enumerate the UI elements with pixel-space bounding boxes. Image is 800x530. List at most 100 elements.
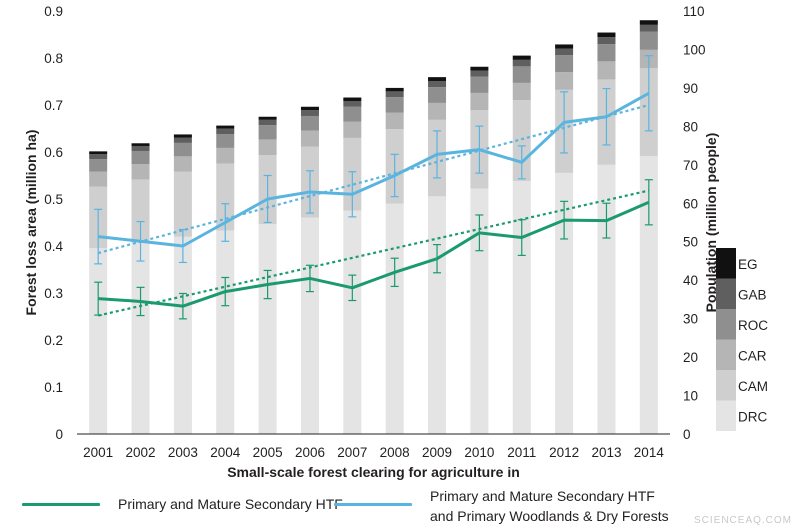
y-left-axis-title: Forest loss area (million ha): [23, 130, 39, 316]
bar-roc-2009: [428, 87, 447, 103]
population-bars: [89, 20, 658, 435]
bar-cam-2002: [131, 179, 150, 243]
y-right-tick-label: 110: [683, 4, 705, 19]
bar-eg-2002: [131, 143, 150, 146]
watermark-text: SCIENCEAQ.COM: [693, 515, 792, 526]
y-left-tick-label: 0.2: [44, 333, 63, 348]
x-tick-label: 2012: [549, 445, 579, 460]
bar-gab-2002: [131, 145, 150, 151]
bar-drc-2009: [428, 196, 447, 434]
legend-swatch-drc: [716, 400, 736, 431]
x-tick-label: 2014: [634, 445, 665, 460]
bar-cam-2004: [216, 163, 235, 231]
x-tick-label: 2001: [83, 445, 113, 460]
bar-gab-2010: [470, 70, 489, 77]
bar-roc-2012: [555, 55, 574, 73]
legend-line-htf-woodlands: [334, 503, 412, 506]
bar-roc-2001: [89, 159, 108, 172]
bar-roc-2008: [385, 97, 404, 113]
x-tick-label: 2006: [295, 445, 325, 460]
x-tick-label: 2002: [126, 445, 156, 460]
bar-car-2001: [89, 171, 108, 187]
x-axis-title: Small-scale forest clearing for agricult…: [227, 464, 520, 480]
bar-eg-2004: [216, 125, 235, 129]
bar-drc-2006: [300, 217, 319, 434]
y-right-tick-label: 20: [683, 350, 698, 365]
bar-drc-2004: [216, 230, 235, 434]
bar-drc-2012: [555, 172, 574, 435]
legend-label-drc: DRC: [738, 410, 767, 425]
bar-drc-2002: [131, 242, 150, 434]
trend-line: [97, 189, 650, 317]
y-right-tick-label: 40: [683, 273, 698, 288]
legend-label-roc: ROC: [738, 318, 768, 333]
bar-eg-2009: [428, 77, 447, 81]
y-left-tick-label: 0.9: [44, 4, 63, 19]
chart-svg: 0 0.1 0.2 0.3 0.4 0.5 0.6 0.7 0.8 0.9 0 10 20 30 40 50 6…: [23, 4, 768, 480]
bar-eg-2014: [639, 20, 658, 25]
x-tick-label: 2008: [380, 445, 410, 460]
y-right-tick-label: 90: [683, 81, 698, 96]
y-left-tick-label: 0.4: [44, 239, 63, 254]
y-right-tick-label: 80: [683, 119, 698, 134]
y-left-tick-label: 0.5: [44, 192, 63, 207]
legend-label-htf-woodlands-1: Primary and Mature Secondary HTF: [430, 488, 655, 504]
x-tick-label: 2010: [464, 445, 494, 460]
legend-swatch-gab: [716, 278, 736, 309]
x-tick-label: 2013: [591, 445, 621, 460]
y-left-tick-label: 0.3: [44, 286, 63, 301]
y-right-tick-label: 60: [683, 196, 698, 211]
bar-drc-2007: [343, 210, 362, 434]
bar-car-2010: [470, 92, 489, 111]
bar-gab-2001: [89, 154, 108, 160]
y-right-tick-label: 70: [683, 158, 698, 173]
bar-eg-2010: [470, 66, 489, 71]
bar-drc-2013: [597, 164, 616, 434]
bar-roc-2003: [173, 142, 192, 157]
bar-drc-2011: [512, 180, 531, 434]
x-tick-label: 2005: [253, 445, 283, 460]
y-left-tick-label: 0: [55, 427, 63, 442]
bar-roc-2002: [131, 150, 150, 165]
bar-roc-2007: [343, 106, 362, 122]
x-tick-label: 2011: [507, 445, 536, 460]
bar-eg-2011: [512, 55, 531, 60]
bar-eg-2005: [258, 116, 277, 120]
x-tick-label: 2004: [210, 445, 241, 460]
bar-gab-2006: [300, 110, 319, 116]
legend-line-htf: [22, 502, 100, 506]
bar-gab-2014: [639, 24, 658, 32]
bar-gab-2004: [216, 128, 235, 135]
series-htf: [94, 179, 653, 320]
y-right-tick-label: 100: [683, 42, 706, 57]
series-line: [98, 200, 650, 308]
bar-drc-2014: [639, 155, 658, 434]
bar-drc-2003: [173, 236, 192, 434]
legend-label-cam: CAM: [738, 379, 768, 394]
legend-label-htf-woodlands-2: and Primary Woodlands & Dry Forests: [430, 508, 669, 524]
bar-roc-2004: [216, 134, 235, 148]
bottom-legend: Primary and Mature Secondary HTF Primary…: [0, 486, 800, 530]
bar-roc-2013: [597, 44, 616, 62]
bar-roc-2014: [639, 31, 658, 50]
bar-roc-2005: [258, 125, 277, 140]
bar-gab-2011: [512, 59, 531, 67]
legend-label-car: CAR: [738, 349, 767, 364]
bar-eg-2006: [300, 106, 319, 111]
bar-roc-2010: [470, 76, 489, 93]
legend-item-htf: Primary and Mature Secondary HTF: [22, 494, 343, 514]
series-htf-woodlands: [94, 55, 653, 265]
bar-car-2003: [173, 156, 192, 172]
y-left-tick-label: 0.7: [44, 98, 63, 113]
legend-label-eg: EG: [738, 257, 758, 272]
bar-eg-2007: [343, 97, 362, 101]
bar-car-2011: [512, 82, 531, 101]
bar-gab-2012: [555, 48, 574, 56]
y-right-tick-label: 50: [683, 235, 698, 250]
legend-label-gab: GAB: [738, 288, 767, 303]
bar-eg-2012: [555, 44, 574, 49]
bar-drc-2005: [258, 224, 277, 434]
legend-swatch-cam: [716, 370, 736, 401]
bar-car-2006: [300, 130, 319, 147]
bar-drc-2001: [89, 248, 108, 434]
